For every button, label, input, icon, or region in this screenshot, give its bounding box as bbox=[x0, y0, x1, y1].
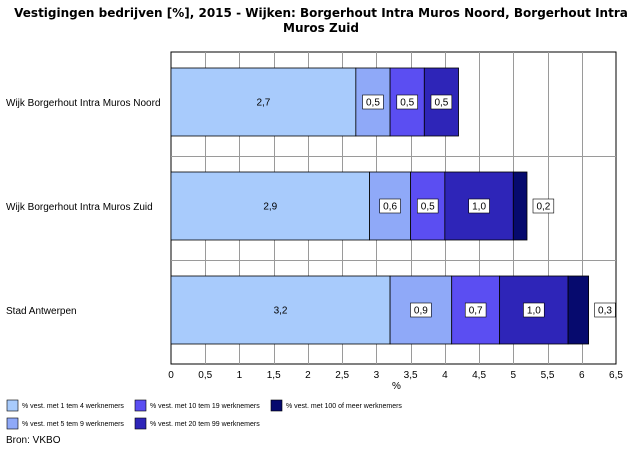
x-tick-label: 5 bbox=[511, 370, 517, 381]
bar-segment bbox=[512, 171, 528, 241]
data-label-box bbox=[468, 198, 490, 214]
category-label: Stad Antwerpen bbox=[6, 306, 77, 317]
bar-segment bbox=[389, 67, 425, 137]
x-tick-label: 2,5 bbox=[335, 370, 349, 381]
bar-segment bbox=[170, 275, 391, 345]
legend-label: % vest. met 10 tem 19 werknemers bbox=[150, 403, 260, 410]
chart-title-line-2: Muros Zuid bbox=[283, 21, 359, 35]
data-label: 0,9 bbox=[414, 306, 428, 317]
source-note: Bron: VKBO bbox=[6, 435, 61, 446]
bar-segment bbox=[170, 171, 370, 241]
data-label: 0,7 bbox=[469, 306, 483, 317]
legend-label: % vest. met 1 tem 4 werknemers bbox=[22, 403, 124, 410]
data-label: 0,6 bbox=[383, 202, 397, 213]
data-label-box bbox=[523, 302, 545, 318]
data-label: 0,5 bbox=[434, 98, 448, 109]
x-tick-label: 1 bbox=[237, 370, 243, 381]
x-axis-label: % bbox=[392, 381, 401, 392]
x-tick-label: 3 bbox=[374, 370, 380, 381]
category-label: Wijk Borgerhout Intra Muros Noord bbox=[6, 98, 161, 109]
legend-swatch bbox=[6, 417, 19, 430]
x-tick-label: 2 bbox=[305, 370, 311, 381]
x-tick-label: 1,5 bbox=[267, 370, 281, 381]
data-label: 0,3 bbox=[598, 306, 612, 317]
data-label: 1,0 bbox=[527, 306, 541, 317]
bar-segment bbox=[170, 67, 357, 137]
data-label-box bbox=[396, 94, 418, 110]
legend-swatch bbox=[270, 399, 283, 412]
data-label-box bbox=[430, 94, 453, 110]
data-label-box bbox=[362, 94, 384, 110]
x-tick-label: 6,5 bbox=[609, 370, 623, 381]
data-label: 0,2 bbox=[536, 202, 550, 213]
data-label-box bbox=[464, 302, 487, 318]
data-label-box bbox=[379, 198, 401, 214]
x-tick-label: 5,5 bbox=[541, 370, 555, 381]
bar-segment bbox=[567, 275, 590, 345]
x-tick-label: 6 bbox=[579, 370, 585, 381]
x-tick-label: 4 bbox=[442, 370, 448, 381]
data-label-box bbox=[594, 302, 616, 318]
legend-swatch bbox=[6, 399, 19, 412]
x-tick-label: 4,5 bbox=[472, 370, 486, 381]
data-label: 2,7 bbox=[256, 98, 270, 109]
x-tick-label: 0 bbox=[168, 370, 174, 381]
data-label: 3,2 bbox=[274, 306, 288, 317]
legend-label: % vest. met 100 of meer werknemers bbox=[286, 403, 402, 410]
x-tick-label: 0,5 bbox=[198, 370, 212, 381]
legend-label: % vest. met 5 tem 9 werknemers bbox=[22, 421, 124, 428]
category-label: Wijk Borgerhout Intra Muros Zuid bbox=[6, 202, 153, 213]
legend-swatch bbox=[134, 417, 147, 430]
legend-label: % vest. met 20 tem 99 werknemers bbox=[150, 421, 260, 428]
data-label-box bbox=[532, 198, 555, 214]
x-tick-label: 3,5 bbox=[404, 370, 418, 381]
data-label-box bbox=[417, 198, 439, 214]
chart-title: Vestigingen bedrijven [%], 2015 - Wijken… bbox=[0, 6, 642, 36]
data-label: 0,5 bbox=[421, 202, 435, 213]
data-label: 1,0 bbox=[472, 202, 486, 213]
legend-swatch bbox=[134, 399, 147, 412]
data-label: 0,5 bbox=[366, 98, 380, 109]
data-label: 2,9 bbox=[263, 202, 277, 213]
chart-title-line-1: Vestigingen bedrijven [%], 2015 - Wijken… bbox=[14, 6, 628, 20]
data-label-box bbox=[410, 302, 432, 318]
data-label: 0,5 bbox=[400, 98, 414, 109]
